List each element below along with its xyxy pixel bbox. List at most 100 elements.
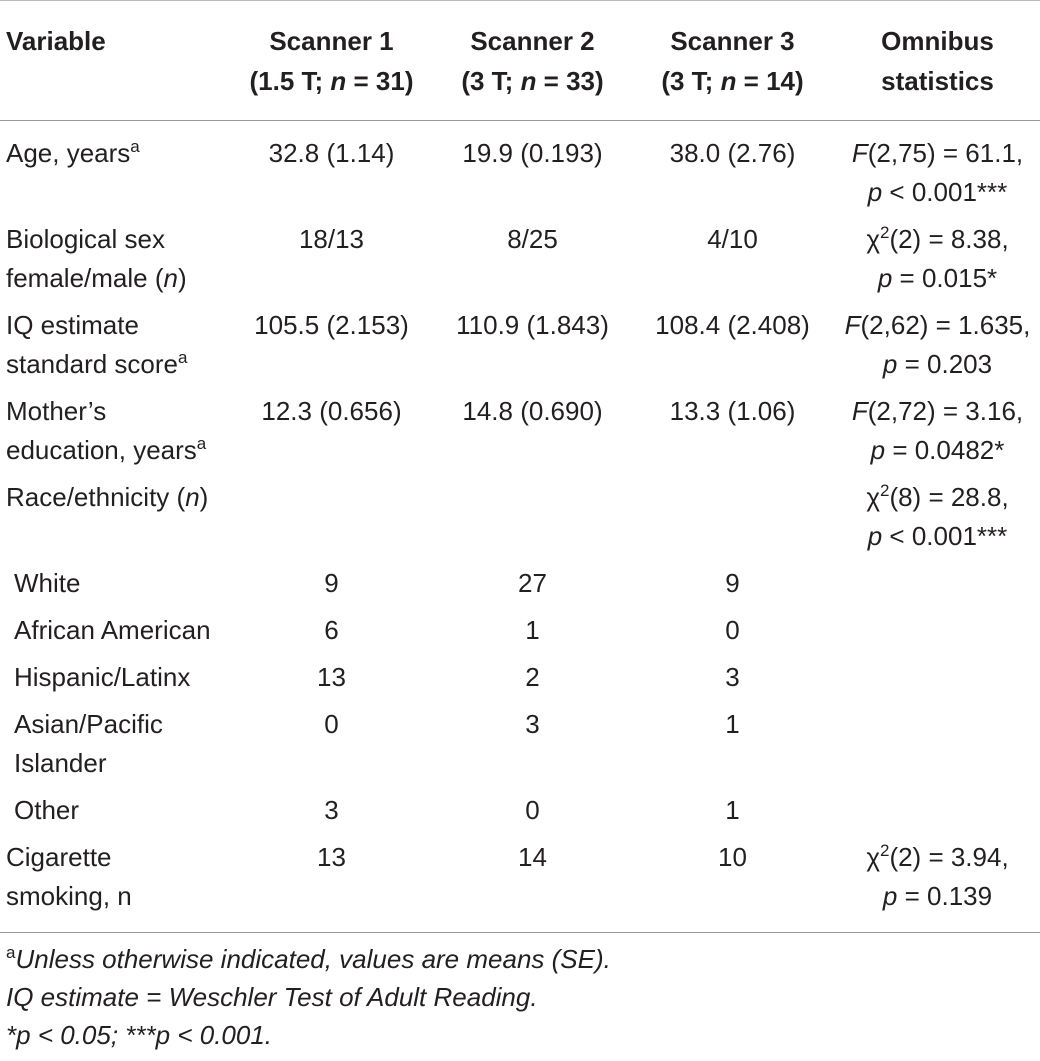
table-row: Asian/Pacific Islander 0 3 1 [0, 701, 1040, 787]
table-row: Cigarette smoking, n 13 14 10 χ2(2) = 3.94, p … [0, 834, 1040, 933]
text-run: 3 [725, 662, 740, 692]
text-run: * [6, 1020, 17, 1050]
text-run: 12.3 (0.656) [261, 396, 402, 426]
text-run: p [882, 349, 898, 379]
footnote: aUnless otherwise indicated, values are … [6, 940, 1034, 978]
header-cell: Variable [0, 1, 228, 121]
text-run: 4/10 [707, 224, 758, 254]
text-run: = 0.0482* [885, 435, 1005, 465]
table-cell: Hispanic/Latinx [0, 654, 228, 701]
table-cell: 13.3 (1.06) [630, 388, 835, 474]
data-table: Variable Scanner 1 (1.5 T; n = 31) Scanner … [0, 0, 1040, 933]
table-cell: 1 [435, 607, 630, 654]
text-run: Cigarette [6, 842, 112, 872]
text-run: n [185, 482, 200, 512]
text-run: 2 [879, 481, 890, 500]
table-row: Biological sex female/male (n) 18/13 8/25 4/… [0, 216, 1040, 302]
table-cell: 4/10 [630, 216, 835, 302]
text-run: F [851, 138, 868, 168]
text-run: p [867, 521, 883, 551]
table-cell [835, 787, 1040, 834]
table-cell: 0 [435, 787, 630, 834]
table-cell: 18/13 [228, 216, 435, 302]
table-row: Hispanic/Latinx 13 2 3 [0, 654, 1040, 701]
text-run: Biological sex [6, 224, 165, 254]
table-cell: F(2,62) = 1.635, p = 0.203 [835, 302, 1040, 388]
text-run: 9 [324, 568, 339, 598]
table-cell: 9 [228, 560, 435, 607]
text-run: Scanner 1 [269, 26, 394, 56]
footnote: *p < 0.05; ***p < 0.001. [6, 1016, 1034, 1054]
table-row: IQ estimate standard scorea 105.5 (2.153) 1… [0, 302, 1040, 388]
text-run: = 31) [346, 66, 414, 96]
text-run: = 33) [536, 66, 604, 96]
table-cell: 3 [630, 654, 835, 701]
table-row: Race/ethnicity (n) χ2(8) = 28.8, p < 0.001… [0, 474, 1040, 560]
text-run: 0 [525, 795, 540, 825]
text-run: n [520, 66, 537, 96]
table-row: Other 3 0 1 [0, 787, 1040, 834]
table-cell: 19.9 (0.193) [435, 121, 630, 217]
text-run: 14 [518, 842, 547, 872]
text-run: 18/13 [298, 224, 365, 254]
text-run: 19.9 (0.193) [462, 138, 603, 168]
text-run: Hispanic/Latinx [14, 662, 191, 692]
table-cell: F(2,75) = 61.1, p < 0.001*** [835, 121, 1040, 217]
table-cell: Asian/Pacific Islander [0, 701, 228, 787]
text-run: Mother’s [6, 396, 107, 426]
table-cell: χ2(2) = 8.38, p = 0.015* [835, 216, 1040, 302]
table-cell: 9 [630, 560, 835, 607]
table-cell [835, 701, 1040, 787]
table-cell: 110.9 (1.843) [435, 302, 630, 388]
text-run: 9 [725, 568, 740, 598]
text-run: Other [14, 795, 80, 825]
text-run: IQ estimate [6, 310, 139, 340]
text-run: 108.4 (2.408) [655, 310, 810, 340]
text-run: (3 T; [461, 66, 521, 96]
text-run: = 0.139 [897, 881, 993, 911]
table-cell [228, 474, 435, 560]
table-cell: Mother’s education, yearsa [0, 388, 228, 474]
text-run: (2) = 3.94, [889, 842, 1009, 872]
header-row: Variable Scanner 1 (1.5 T; n = 31) Scanner … [0, 1, 1040, 121]
table-cell [835, 607, 1040, 654]
text-run: p [16, 1020, 31, 1050]
text-run: < 0.05; *** [30, 1020, 156, 1050]
text-run: 0 [324, 709, 339, 739]
text-run: (2,72) = 3.16, [867, 396, 1024, 426]
text-run: Scanner 2 [470, 26, 595, 56]
table-cell: 0 [228, 701, 435, 787]
table-cell: 3 [435, 701, 630, 787]
text-run: p [155, 1020, 171, 1050]
text-run: Omnibus [881, 26, 994, 56]
text-run: 13 [317, 842, 346, 872]
text-run: a [196, 434, 207, 453]
text-run: 32.8 (1.14) [268, 138, 395, 168]
table-cell: χ2(2) = 3.94, p = 0.139 [835, 834, 1040, 933]
text-run: (2,75) = 61.1, [867, 138, 1024, 168]
text-run: Age, years [6, 138, 131, 168]
table-cell: 8/25 [435, 216, 630, 302]
text-run: χ [866, 842, 880, 872]
text-run: smoking, n [6, 881, 132, 911]
table-cell: 105.5 (2.153) [228, 302, 435, 388]
table-cell: 0 [630, 607, 835, 654]
text-run: Islander [14, 748, 107, 778]
text-run: African American [14, 615, 211, 645]
text-run: 2 [879, 841, 890, 860]
table-cell: 6 [228, 607, 435, 654]
text-run: education, years [6, 435, 197, 465]
text-run: p [882, 881, 898, 911]
table-cell: χ2(8) = 28.8, p < 0.001*** [835, 474, 1040, 560]
text-run: 1 [725, 709, 740, 739]
table-cell: Race/ethnicity (n) [0, 474, 228, 560]
text-run: < 0.001. [170, 1020, 273, 1050]
text-run: (1.5 T; [249, 66, 331, 96]
table-cell: 108.4 (2.408) [630, 302, 835, 388]
table-cell: 1 [630, 787, 835, 834]
table-cell: White [0, 560, 228, 607]
table-row: Mother’s education, yearsa 12.3 (0.656) 14.… [0, 388, 1040, 474]
table-cell: African American [0, 607, 228, 654]
text-run: ) [199, 482, 209, 512]
